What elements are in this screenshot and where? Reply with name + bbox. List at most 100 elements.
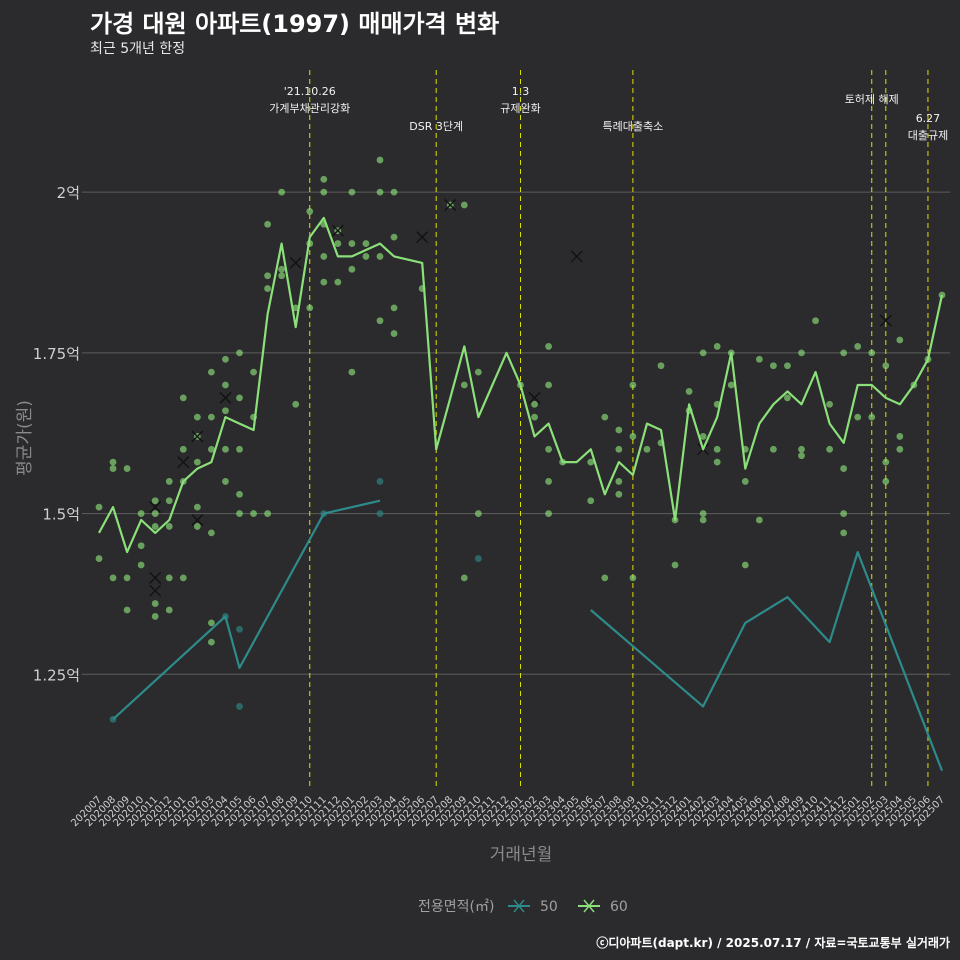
data-point [334,240,342,247]
legend-title: 전용면적(㎡) [418,899,494,915]
annotation-label: 가계부채관리강화 [269,102,350,115]
data-point [531,413,538,421]
y-axis-title: 평균가(원) [15,400,35,476]
data-point [545,445,552,453]
data-point [208,445,215,453]
data-point [165,497,173,505]
data-point [460,574,468,582]
x-tick-labels: 2020072020082020092020102020112020122021… [69,794,947,829]
data-point [292,400,300,408]
data-point [629,433,637,440]
data-point [137,561,145,569]
data-point [713,445,721,453]
data-point [193,503,201,511]
data-point [727,381,735,389]
data-point [95,555,103,562]
data-point [784,362,791,370]
data-point [896,336,904,344]
data-point [222,445,229,453]
data-point [320,253,328,260]
cross-marker [528,391,541,404]
data-point [545,381,552,389]
annotation-label: 토허제 해제 [845,92,899,106]
data-point [179,445,187,453]
data-point [826,445,833,453]
cross-marker [149,571,162,584]
data-point [236,490,243,498]
cross-marker [416,231,429,244]
data-point [812,317,819,325]
cross-marker [191,430,204,443]
data-point [208,368,215,376]
data-point [165,523,173,530]
chart-title: 가경 대원 아파트(1997) 매매가격 변화 [90,10,500,38]
data-point [601,574,609,582]
legend-label: 50 [540,899,558,915]
data-point [264,510,271,517]
data-point [882,458,890,466]
data-point [208,619,215,627]
data-point [151,600,159,607]
data-point [222,407,229,415]
data-point [629,574,637,582]
data-point [545,343,552,350]
data-point [390,233,398,241]
series-layer [95,156,946,772]
y-tick-labels: 1.25억 1.5억 1.75억 2억 [33,184,80,684]
data-point [264,272,271,280]
data-point [896,445,904,453]
data-point [882,478,890,485]
cross-marker [570,250,583,263]
data-point [854,413,862,421]
data-point [376,478,384,485]
y-tick-label: 1.5억 [42,506,80,524]
data-point [770,362,777,370]
data-point [236,349,243,357]
chart-caption: ⓒ디아파트(dapt.kr) / 2025.07.17 / 자료=국토교통부 실… [596,936,950,950]
data-point [95,503,103,511]
data-point [741,478,749,485]
data-point [208,529,215,537]
data-point [699,516,707,524]
data-point [699,433,707,440]
annotation-label: 6.27 [916,112,941,125]
data-point [334,278,342,286]
data-point [362,240,370,247]
data-point [474,368,482,376]
data-point [222,381,229,389]
data-point [685,388,693,395]
data-point [208,413,215,421]
chart-subtitle: 최근 5개년 한정 [90,41,186,57]
data-point [306,304,314,312]
data-point [278,265,286,273]
data-point [587,458,595,466]
data-point [193,523,201,530]
data-point [179,394,187,402]
data-point [137,510,145,517]
data-point [151,613,159,620]
data-point [657,362,665,370]
data-point [123,606,131,614]
data-point [755,355,763,363]
data-point [236,625,243,633]
annotation-label: 1.3 [512,85,530,98]
data-point [151,523,159,530]
cross-marker [191,514,204,526]
data-point [193,413,201,421]
series-line-50 [112,499,381,721]
data-point [376,253,384,260]
data-point [770,445,777,453]
data-point [278,188,286,196]
cross-marker [289,256,302,269]
data-point [699,510,707,517]
data-point [643,445,651,453]
annotation-label: 규제완화 [500,102,540,115]
data-point [615,445,623,453]
data-point [306,208,314,215]
data-point [474,555,482,562]
data-point [376,317,384,325]
cross-marker [879,314,892,327]
data-point [222,478,229,485]
data-point [840,349,848,357]
grid-lines [82,191,950,675]
